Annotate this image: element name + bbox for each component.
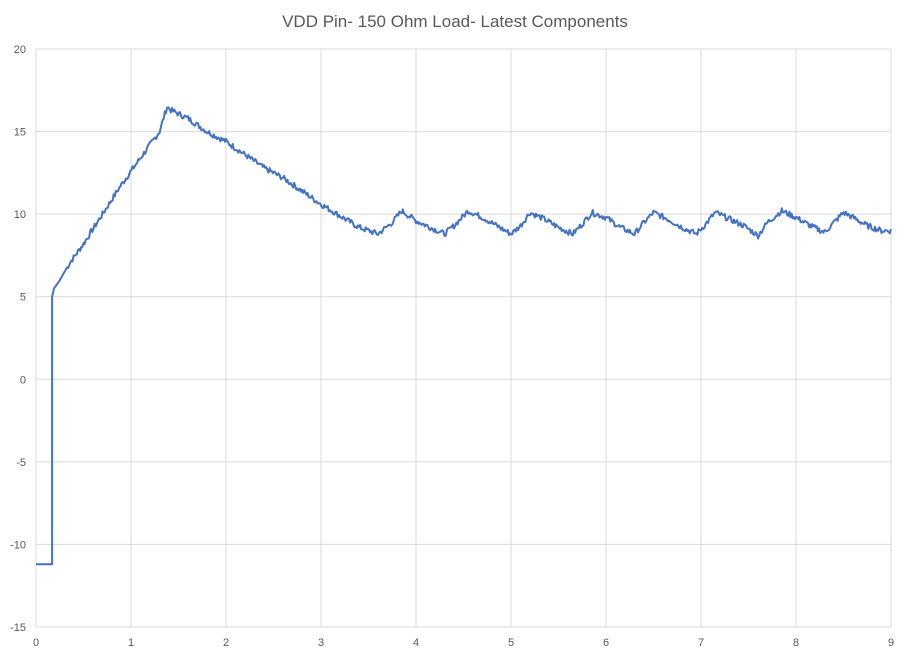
x-tick-label: 2	[223, 637, 229, 649]
x-tick-label: 9	[888, 637, 894, 649]
y-tick-label: 20	[14, 44, 26, 56]
y-tick-label: 5	[20, 292, 26, 304]
y-tick-label: -15	[10, 622, 26, 634]
y-tick-label: 0	[20, 374, 26, 386]
chart-title: VDD Pin- 150 Ohm Load- Latest Components	[282, 12, 628, 31]
x-tick-label: 6	[603, 637, 609, 649]
x-tick-label: 4	[413, 637, 419, 649]
y-tick-label: 15	[14, 127, 26, 139]
series-line-0	[36, 106, 892, 566]
x-tick-label: 5	[508, 637, 514, 649]
x-tick-label: 8	[793, 637, 799, 649]
y-tick-label: 10	[14, 209, 26, 221]
x-tick-label: 3	[318, 637, 324, 649]
x-tick-label: 0	[33, 637, 39, 649]
y-tick-label: -5	[16, 457, 26, 469]
x-tick-label: 7	[698, 637, 704, 649]
y-tick-label: -10	[10, 539, 26, 551]
x-tick-label: 1	[128, 637, 134, 649]
